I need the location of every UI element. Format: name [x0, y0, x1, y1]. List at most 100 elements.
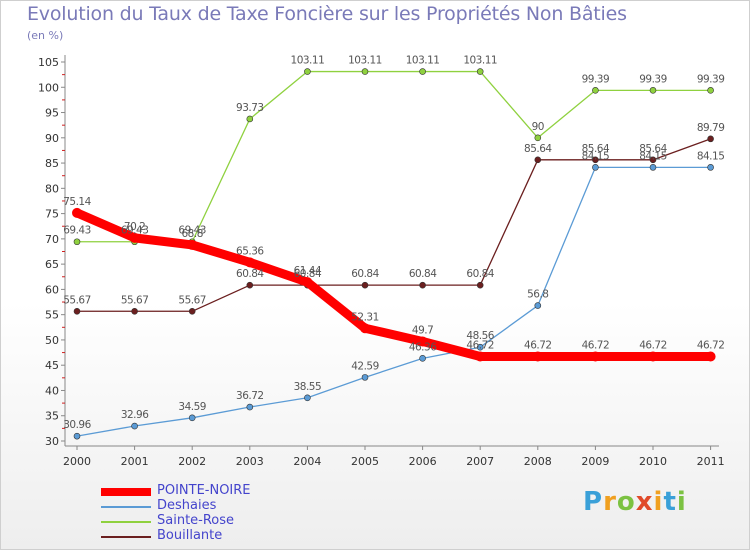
- data-label-pointe-noire: 46.72: [582, 340, 610, 352]
- data-label-sainte-rose: 69.43: [121, 225, 149, 237]
- data-point-sainte-rose: [707, 87, 714, 94]
- data-point-deshaies: [649, 164, 657, 171]
- data-label-bouillante: 55.67: [63, 294, 91, 306]
- data-point-pointe-noire: [187, 239, 198, 250]
- data-label-deshaies: 48.56: [466, 330, 494, 342]
- y-tick-label: 45: [45, 359, 59, 372]
- x-tick-label: 2002: [178, 455, 206, 468]
- series-line-bouillante: [76, 138, 712, 312]
- data-label-sainte-rose: 69.43: [63, 225, 91, 237]
- data-point-sainte-rose: [419, 68, 426, 75]
- data-point-pointe-noire: [475, 351, 486, 362]
- y-tick-label: 35: [45, 410, 59, 423]
- legend-swatch-deshaies: [101, 506, 151, 508]
- data-label-bouillante: 60.84: [351, 268, 379, 280]
- data-point-sainte-rose: [649, 87, 657, 94]
- data-label-pointe-noire: 68.8: [182, 228, 203, 240]
- data-label-sainte-rose: 99.39: [639, 73, 667, 85]
- data-point-deshaies: [592, 164, 599, 171]
- x-tick-label: 2009: [581, 455, 609, 468]
- data-label-sainte-rose: 103.11: [406, 55, 440, 67]
- data-label-pointe-noire: 49.7: [412, 324, 433, 336]
- y-tick-label: 65: [45, 258, 59, 271]
- data-point-deshaies: [419, 355, 426, 362]
- data-point-sainte-rose: [476, 68, 484, 75]
- data-label-bouillante: 60.84: [236, 268, 264, 280]
- data-label-bouillante: 55.67: [121, 294, 149, 306]
- data-label-pointe-noire: 46.72: [466, 340, 494, 352]
- data-label-pointe-noire: 46.72: [639, 340, 667, 352]
- data-label-sainte-rose: 93.73: [236, 102, 264, 114]
- x-tick-label: 2007: [466, 455, 494, 468]
- data-label-pointe-noire: 75.14: [63, 196, 91, 208]
- chart-data-labels: 55.67 55.67 55.67 60.84 60.84 60.84 60.84 60.84…: [63, 55, 725, 432]
- logo-letter: i: [653, 487, 664, 517]
- data-point-pointe-noire: [590, 351, 601, 362]
- y-tick-label: 100: [38, 81, 59, 94]
- x-tick-label: 2001: [121, 455, 149, 468]
- data-point-bouillante: [361, 281, 369, 289]
- data-label-sainte-rose: 69.43: [178, 225, 206, 237]
- series-line-deshaies: [76, 166, 712, 437]
- legend-label-deshaies: Deshaies: [157, 498, 217, 513]
- legend-label-pointe-noire: POINTE-NOIRE: [157, 483, 251, 498]
- legend-label-bouillante: Bouillante: [157, 528, 223, 543]
- data-label-bouillante: 55.67: [178, 294, 206, 306]
- data-point-bouillante: [534, 156, 542, 164]
- data-label-pointe-noire: 61.44: [294, 265, 322, 277]
- data-point-deshaies: [707, 164, 714, 171]
- data-point-deshaies: [534, 302, 542, 309]
- chart-axes: 30 35 40 45 50 55 60 65 70 75 80 85 90 95 100 105 2000 20…: [38, 55, 725, 468]
- data-point-pointe-noire: [705, 351, 716, 362]
- data-label-pointe-noire: 46.72: [524, 340, 552, 352]
- y-tick-label: 80: [45, 182, 59, 195]
- data-point-pointe-noire: [302, 277, 313, 288]
- logo-letter: o: [616, 487, 636, 517]
- logo-letter: i: [676, 487, 687, 517]
- data-point-pointe-noire: [244, 257, 255, 268]
- data-point-pointe-noire: [648, 351, 658, 362]
- x-tick-label: 2011: [697, 455, 725, 468]
- data-point-sainte-rose: [73, 238, 81, 246]
- data-label-deshaies: 84.15: [697, 150, 725, 162]
- logo-letter: P: [583, 487, 604, 517]
- y-tick-label: 40: [45, 384, 59, 397]
- x-tick-label: 2010: [639, 455, 667, 468]
- data-point-deshaies: [73, 432, 81, 440]
- proxiti-logo: Proxiti: [583, 487, 687, 517]
- data-label-sainte-rose: 99.39: [582, 73, 610, 85]
- data-point-pointe-noire: [72, 207, 82, 218]
- data-label-deshaies: 36.72: [236, 390, 264, 402]
- data-label-deshaies: 84.15: [639, 150, 667, 162]
- legend-swatch-sainte-rose: [101, 521, 151, 523]
- y-tick-label: 90: [45, 132, 59, 145]
- data-point-sainte-rose: [246, 115, 254, 123]
- data-label-bouillante: 89.79: [697, 122, 725, 134]
- data-label-bouillante: 85.64: [524, 143, 552, 155]
- data-point-bouillante: [188, 307, 196, 315]
- series-line-sainte-rose: [76, 70, 712, 243]
- data-point-bouillante: [73, 307, 81, 315]
- data-point-bouillante: [246, 281, 254, 289]
- data-label-sainte-rose: 103.11: [291, 55, 325, 67]
- data-label-sainte-rose: 99.39: [697, 73, 725, 85]
- data-point-sainte-rose: [534, 134, 542, 142]
- chart-series: [72, 68, 716, 440]
- y-tick-label: 95: [45, 107, 59, 120]
- y-tick-label: 60: [45, 283, 59, 296]
- data-point-deshaies: [304, 394, 311, 402]
- legend-swatch-bouillante: [101, 536, 151, 538]
- data-point-bouillante: [592, 156, 599, 164]
- y-tick-label: 30: [45, 435, 59, 448]
- y-tick-label: 105: [38, 56, 59, 69]
- y-tick-label: 75: [45, 208, 59, 221]
- data-label-sainte-rose: 103.11: [463, 55, 497, 67]
- data-label-sainte-rose: 103.11: [348, 55, 382, 67]
- data-label-pointe-noire: 52.31: [351, 311, 379, 323]
- data-label-deshaies: 84.15: [582, 150, 610, 162]
- data-label-deshaies: 38.55: [294, 381, 322, 393]
- data-label-bouillante: 60.84: [409, 268, 437, 280]
- data-point-deshaies: [476, 343, 484, 351]
